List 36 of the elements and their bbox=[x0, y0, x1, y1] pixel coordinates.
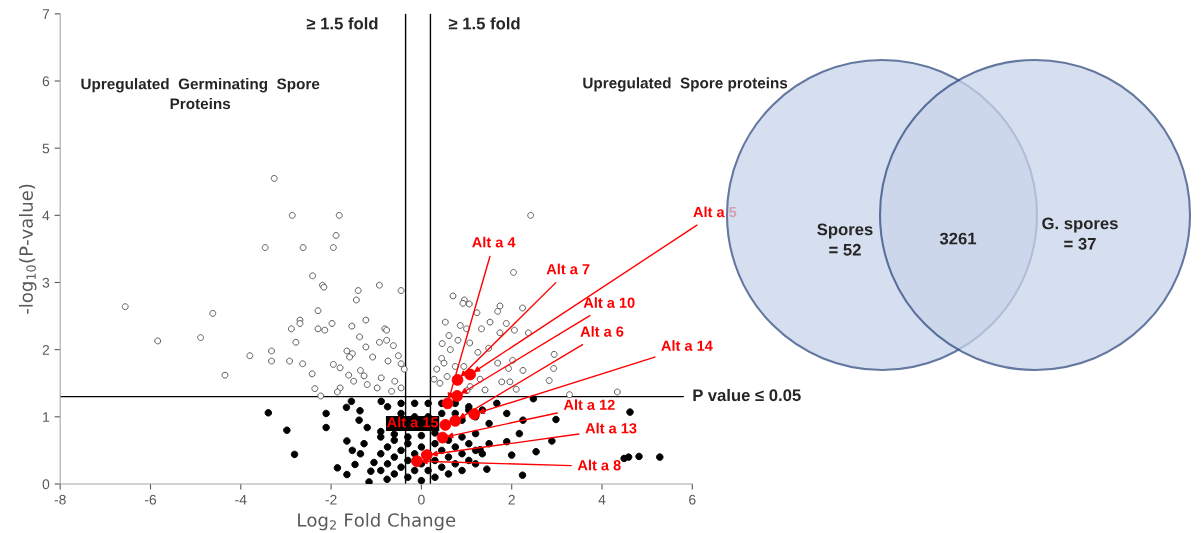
x-tick-label: 6 bbox=[689, 494, 696, 505]
x-tick-label: -8 bbox=[54, 494, 66, 505]
x-tick-label: -4 bbox=[235, 494, 247, 505]
annotation: Alt a 5 bbox=[693, 206, 737, 218]
text: 3261 bbox=[939, 232, 977, 245]
annotation: Alt a 8 bbox=[577, 459, 621, 471]
text: G. spores = 37 bbox=[1042, 217, 1118, 250]
y-tick-label: 6 bbox=[42, 76, 50, 87]
y-axis-title: -log$_{10}$(P-value) bbox=[18, 184, 37, 314]
ref-line-label: ≥ 1.5 fold bbox=[448, 17, 520, 30]
x-axis-title: Log$_{2}$ Fold Change bbox=[298, 512, 456, 531]
annotation: Upregulated Spore proteins bbox=[583, 77, 788, 92]
x-tick-label: 0 bbox=[418, 494, 425, 505]
y-tick-label: 2 bbox=[42, 344, 50, 355]
x-tick-label: -2 bbox=[325, 494, 337, 505]
annotation: Alt a 4 bbox=[472, 236, 516, 248]
text: Spores = 52 bbox=[817, 223, 873, 256]
y-tick-label: 0 bbox=[42, 479, 50, 490]
annotation: Alt a 12 bbox=[563, 399, 615, 410]
annotation: Upregulated Germinating Spore Proteins bbox=[81, 78, 320, 110]
annotation: Alt a 14 bbox=[661, 340, 713, 351]
x-tick-label: 4 bbox=[598, 494, 606, 505]
y-tick-label: 5 bbox=[42, 143, 50, 154]
x-tick-label: -6 bbox=[144, 494, 157, 505]
ref-line-label: ≥ 1.5 fold bbox=[306, 17, 378, 30]
annotation: Alt a 7 bbox=[546, 263, 590, 275]
annotation: Alt a 10 bbox=[583, 297, 635, 308]
y-tick-label: 4 bbox=[42, 210, 50, 221]
y-tick-label: 1 bbox=[43, 412, 50, 422]
annotation: Alt a 13 bbox=[585, 422, 637, 434]
y-tick-label: 3 bbox=[42, 277, 50, 288]
y-tick-label: 7 bbox=[42, 9, 50, 19]
x-tick-label: 2 bbox=[508, 494, 515, 505]
annotation: Alt a 15 bbox=[387, 416, 439, 428]
annotation: Alt a 6 bbox=[580, 326, 624, 337]
ref-line-label: P value ≤ 0.05 bbox=[693, 388, 801, 402]
